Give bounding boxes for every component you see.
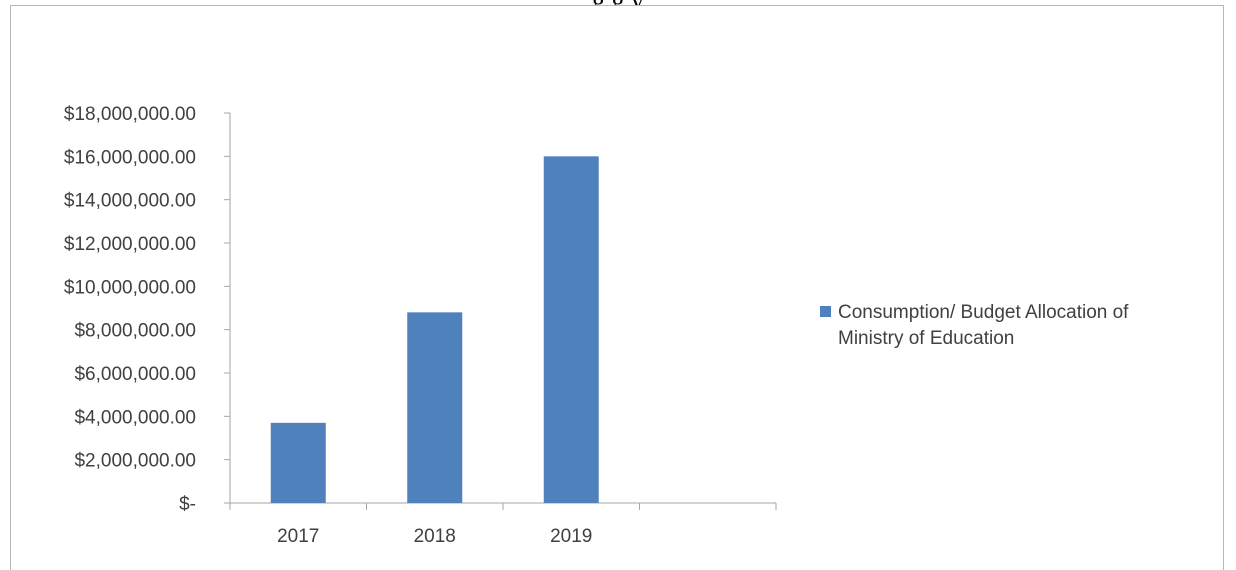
y-tick-label: $6,000,000.00 — [74, 364, 196, 385]
y-tick-label: $16,000,000.00 — [64, 147, 196, 168]
x-tick-label: 2017 — [277, 526, 319, 547]
y-tick-label: $18,000,000.00 — [64, 104, 196, 125]
bar-2019 — [543, 156, 599, 504]
bar-2018 — [407, 312, 463, 503]
y-tick-label: $- — [179, 494, 196, 515]
y-axis: $- $2,000,000.00 $4,000,000.00 $6,000,000.0… — [64, 104, 231, 515]
legend-swatch — [820, 306, 831, 317]
x-tick-label: 2018 — [414, 526, 456, 547]
y-tick-label: $10,000,000.00 — [64, 277, 196, 298]
bar-2017 — [270, 422, 326, 503]
legend-entry: Consumption/ Budget Allocation of Minist… — [838, 302, 1129, 349]
y-tick-label: $8,000,000.00 — [74, 321, 196, 342]
bar-series — [270, 156, 599, 504]
y-tick-label: $12,000,000.00 — [64, 234, 196, 255]
y-tick-label: $4,000,000.00 — [74, 407, 196, 428]
legend: Consumption/ Budget Allocation of Minist… — [820, 300, 1220, 352]
x-axis: 2017 2018 2019 — [229, 502, 777, 547]
x-tick-label: 2019 — [550, 526, 592, 547]
y-tick-label: $14,000,000.00 — [64, 191, 196, 212]
y-tick-label: $2,000,000.00 — [74, 451, 196, 472]
chart-frame — [10, 5, 1224, 570]
